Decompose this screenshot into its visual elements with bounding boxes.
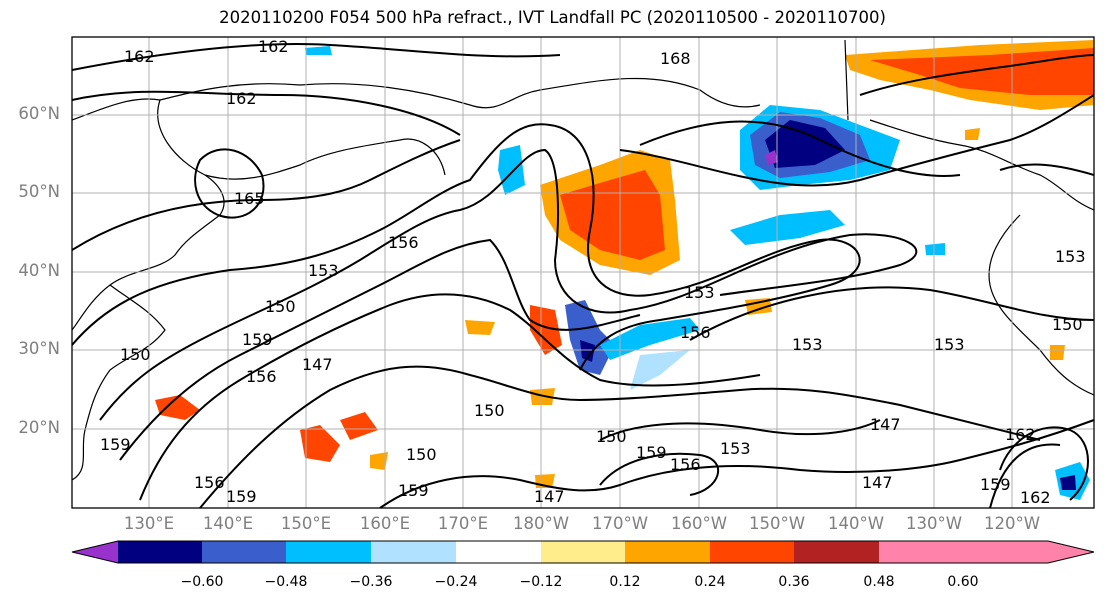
- contour-label: 147: [862, 473, 893, 492]
- lon-label: 160°W: [670, 514, 728, 533]
- lon-label: 130°E: [123, 514, 175, 533]
- contour-label: 153: [308, 261, 339, 280]
- contour-label: 156: [388, 233, 419, 252]
- lon-label: 130°W: [905, 514, 963, 533]
- colorbar: [71, 540, 1095, 564]
- colorbar-segment: [625, 541, 710, 563]
- colorbar-tick-label: 0.24: [694, 574, 726, 590]
- contour-label: 153: [1055, 247, 1086, 266]
- lat-label-50n: 50°N: [18, 182, 60, 201]
- contour-label: 159: [980, 475, 1011, 494]
- colorbar-tick-label: −0.48: [264, 574, 308, 590]
- colorbar-segment: [879, 541, 963, 563]
- refractivity-contours: [72, 43, 1094, 508]
- colorbar-segment: [456, 541, 541, 563]
- contour-label: 153: [720, 439, 751, 458]
- colorbar-tick-label: −0.36: [349, 574, 393, 590]
- lon-label: 180°W: [512, 514, 570, 533]
- contour-label: 153: [684, 283, 715, 302]
- map-frame: [71, 36, 1095, 509]
- contour-label: 153: [792, 335, 823, 354]
- colorbar-segment: [118, 541, 202, 563]
- colorbar-extend-low: [72, 541, 118, 563]
- contour-label: 162: [1005, 425, 1036, 444]
- grid: [72, 37, 1094, 508]
- contour-label: 150: [265, 297, 296, 316]
- contour-label: 150: [406, 445, 437, 464]
- contour-label: 156: [246, 367, 277, 386]
- lat-label-60n: 60°N: [18, 104, 60, 123]
- contour-label: 162: [226, 89, 257, 108]
- lat-label-20n: 20°N: [18, 418, 60, 437]
- contour-label: 165: [234, 189, 265, 208]
- contour-label: 159: [100, 435, 131, 454]
- colorbar-segment: [541, 541, 625, 563]
- colorbar-outline: [71, 540, 1095, 564]
- contour-label: 159: [636, 443, 667, 462]
- lon-label: 170°E: [437, 514, 489, 533]
- contour-label: 147: [870, 415, 901, 434]
- colorbar-tick-label: −0.60: [180, 574, 224, 590]
- colorbar-extend-high: [963, 541, 1094, 563]
- lon-label: 150°E: [280, 514, 332, 533]
- colorbar-tick-label: 0.36: [778, 574, 810, 590]
- colorbar-tick-label: 0.12: [609, 574, 641, 590]
- lon-label: 170°W: [591, 514, 649, 533]
- contour-label: 159: [226, 487, 257, 506]
- contour-label: 162: [1020, 488, 1051, 507]
- colorbar-tick-label: 0.48: [863, 574, 895, 590]
- contour-label: 156: [670, 455, 701, 474]
- contour-labels: 162 162 162 165 156 153 150 159 156 147 …: [100, 37, 1086, 507]
- lat-label-40n: 40°N: [18, 261, 60, 280]
- contour-label: 159: [242, 330, 273, 349]
- negative-anomaly-shading: [305, 46, 1090, 500]
- colorbar-segment: [202, 541, 286, 563]
- contour-label: 159: [398, 481, 429, 500]
- contour-label: 168: [660, 49, 691, 68]
- lon-label: 160°E: [359, 514, 411, 533]
- positive-anomaly-shading: [155, 40, 1094, 488]
- contour-label: 147: [534, 487, 565, 506]
- lon-label: 140°W: [827, 514, 885, 533]
- contour-label: 150: [474, 401, 505, 420]
- colorbar-segment: [794, 541, 879, 563]
- lon-label: 140°E: [202, 514, 254, 533]
- lon-label: 150°W: [748, 514, 806, 533]
- contour-label: 150: [1052, 315, 1083, 334]
- map-title: 2020110200 F054 500 hPa refract., IVT La…: [219, 8, 886, 27]
- contour-label: 150: [120, 345, 151, 364]
- colorbar-segment: [710, 541, 794, 563]
- colorbar-tick-label: −0.12: [519, 574, 563, 590]
- coastlines: [72, 39, 1094, 481]
- colorbar-tick-label: 0.60: [947, 574, 979, 590]
- contour-label: 150: [596, 427, 627, 446]
- contour-label: 156: [194, 473, 225, 492]
- colorbar-tick-label: −0.24: [434, 574, 478, 590]
- contour-label: 153: [934, 335, 965, 354]
- colorbar-segment: [286, 541, 371, 563]
- contour-label: 162: [124, 47, 155, 66]
- lat-label-30n: 30°N: [18, 339, 60, 358]
- contour-label: 147: [302, 355, 333, 374]
- contour-label: 162: [258, 37, 289, 56]
- colorbar-segment: [371, 541, 456, 563]
- contour-label: 156: [680, 323, 711, 342]
- lon-label: 120°W: [983, 514, 1041, 533]
